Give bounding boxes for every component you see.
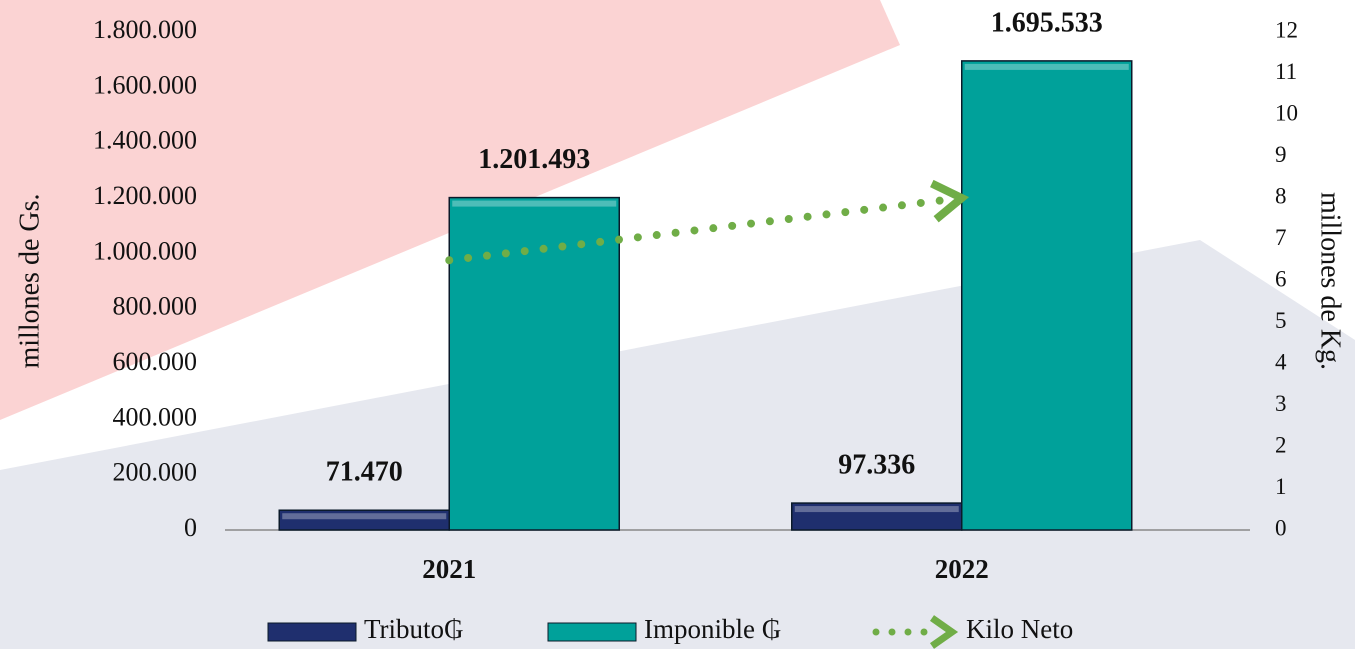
legend-label: Kilo Neto xyxy=(966,614,1073,644)
bar xyxy=(791,502,963,531)
legend-swatch xyxy=(547,622,637,642)
value-label: 1.201.493 xyxy=(478,144,590,175)
x-tick-label: 2021 xyxy=(422,554,476,584)
bar xyxy=(448,196,620,531)
y-tick-label: 400.000 xyxy=(113,402,198,431)
y-tick-label: 1.800.000 xyxy=(93,15,197,44)
y2-tick-label: 7 xyxy=(1275,225,1287,250)
y2-tick-label: 0 xyxy=(1275,515,1287,540)
legend-label: Imponible ₲ xyxy=(644,614,781,644)
y-tick-label: 0 xyxy=(184,513,197,542)
y2-tick-label: 9 xyxy=(1275,142,1287,167)
y-tick-label: 1.200.000 xyxy=(93,181,197,210)
bar-bevel xyxy=(964,63,1129,70)
y-tick-label: 600.000 xyxy=(113,347,198,376)
legend-arrowhead xyxy=(929,615,959,649)
value-label: 1.695.533 xyxy=(991,7,1103,38)
y-tick-label: 1.000.000 xyxy=(93,236,197,265)
y2-tick-label: 11 xyxy=(1275,59,1297,84)
y-tick-label: 200.000 xyxy=(113,458,198,487)
y-tick-label: 1.600.000 xyxy=(93,70,197,99)
value-label: 97.336 xyxy=(838,449,915,480)
bar xyxy=(961,60,1133,531)
y2-tick-label: 8 xyxy=(1275,183,1287,208)
value-label: 71.470 xyxy=(326,457,403,488)
x-tick-label: 2022 xyxy=(935,554,989,584)
bar-bevel xyxy=(794,506,959,513)
y2-tick-label: 5 xyxy=(1275,308,1287,333)
bar-bevel xyxy=(282,513,447,520)
y-axis-title: millones de Gs. xyxy=(14,194,45,369)
y2-axis-title: millones de Kg. xyxy=(1315,192,1346,370)
y2-tick-label: 2 xyxy=(1275,432,1287,457)
y-tick-label: 800.000 xyxy=(113,292,198,321)
y-tick-label: 1.400.000 xyxy=(93,126,197,155)
y2-tick-label: 6 xyxy=(1275,266,1287,291)
line-arrowhead xyxy=(930,179,970,223)
y2-tick-label: 1 xyxy=(1275,474,1287,499)
legend-label: Tributo₲ xyxy=(364,614,464,644)
bar-bevel xyxy=(452,200,617,207)
y2-tick-label: 12 xyxy=(1275,17,1298,42)
y2-tick-label: 10 xyxy=(1275,100,1298,125)
bar xyxy=(278,509,450,531)
legend-swatch xyxy=(267,622,357,642)
y2-tick-label: 4 xyxy=(1275,349,1287,374)
y2-tick-label: 3 xyxy=(1275,391,1287,416)
